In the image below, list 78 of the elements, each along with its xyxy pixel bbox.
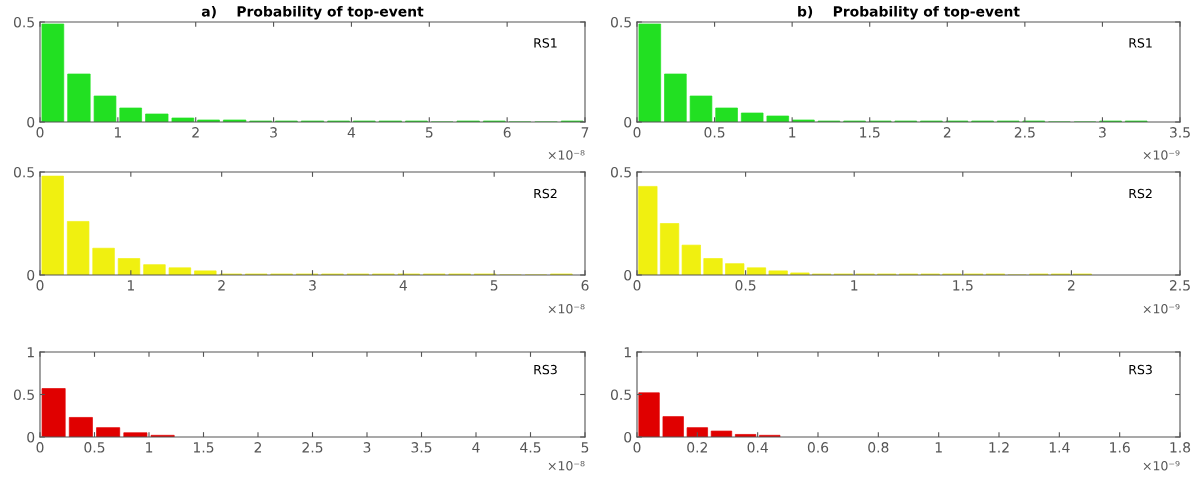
x-tick-label: 3 xyxy=(363,442,371,453)
x-tick-label: 0.4 xyxy=(747,442,768,453)
y-tick-label: 0 xyxy=(27,431,35,443)
x-tick-label: 1.5 xyxy=(860,127,880,138)
x-tick-label: 4.5 xyxy=(520,442,541,453)
x-tick-label: 2 xyxy=(1068,280,1075,291)
y-tick-label: 0.5 xyxy=(13,389,34,400)
x-tick-label: 0 xyxy=(36,442,44,453)
x-tick-label: 3 xyxy=(1099,127,1106,138)
annotation: RS3 xyxy=(534,364,557,375)
chart-title: b) Probability of top-event xyxy=(798,5,1020,20)
x-tick-label: 1.8 xyxy=(1170,442,1191,453)
annotation: RS2 xyxy=(1129,188,1152,199)
x-tick-label: 0.5 xyxy=(84,442,105,453)
text: ×10⁻⁸ xyxy=(548,304,585,314)
x-tick-label: 4 xyxy=(347,127,356,138)
x-tick-label: 5 xyxy=(425,127,433,138)
y-tick-label: 0.5 xyxy=(13,166,34,178)
y-tick-label: 0 xyxy=(624,116,632,128)
y-tick-label: 0 xyxy=(624,269,632,281)
x-tick-label: 0 xyxy=(633,280,641,291)
x-tick-label: 3.5 xyxy=(1170,127,1190,138)
text: ×10⁻⁹ xyxy=(1143,304,1180,314)
x-tick-label: 1 xyxy=(114,127,121,138)
chart-title: a) Probability of top-event xyxy=(201,5,424,20)
x-tick-label: 0.5 xyxy=(704,127,725,138)
x-tick-label: 0.2 xyxy=(687,442,707,453)
y-tick-label: 0.5 xyxy=(610,166,631,178)
x-tick-label: 0.5 xyxy=(735,280,756,291)
annotation: RS1 xyxy=(534,38,557,48)
annotation: RS2 xyxy=(534,188,557,199)
y-tick-label: 1 xyxy=(27,347,34,358)
x-tick-label: 1.5 xyxy=(193,442,214,453)
x-tick-label: 0.6 xyxy=(807,442,829,453)
x-tick-label: 1.2 xyxy=(989,442,1009,453)
x-tick-label: 0 xyxy=(36,127,44,138)
x-tick-label: 3 xyxy=(270,127,277,138)
annotation: RS3 xyxy=(1129,364,1152,375)
x-tick-label: 1.5 xyxy=(953,280,973,291)
x-tick-label: 6 xyxy=(503,127,511,138)
y-tick-label: 0 xyxy=(27,116,35,128)
text: ×10⁻⁸ xyxy=(548,461,585,471)
x-tick-label: 2 xyxy=(218,280,225,291)
y-tick-label: 0.5 xyxy=(610,16,631,28)
x-tick-label: 2.5 xyxy=(1014,127,1035,138)
x-tick-label: 1 xyxy=(935,442,942,453)
text: ×10⁻⁹ xyxy=(1143,150,1180,160)
x-tick-label: 5 xyxy=(581,442,589,453)
y-tick-label: 0.5 xyxy=(610,389,631,400)
x-tick-label: 1 xyxy=(851,280,858,291)
x-tick-label: 2 xyxy=(192,127,199,138)
x-tick-label: 2 xyxy=(943,127,951,138)
text: ×10⁻⁸ xyxy=(548,150,585,160)
x-tick-label: 5 xyxy=(490,280,498,291)
x-tick-label: 2.5 xyxy=(302,442,323,453)
x-tick-label: 6 xyxy=(581,280,589,291)
y-tick-label: 0.5 xyxy=(13,16,34,28)
y-tick-label: 0 xyxy=(624,431,632,443)
y-tick-label: 0 xyxy=(27,269,35,281)
x-tick-label: 0.8 xyxy=(868,442,889,453)
x-tick-label: 2.5 xyxy=(1169,280,1190,291)
x-tick-label: 0 xyxy=(36,280,44,291)
x-tick-label: 1.6 xyxy=(1110,442,1130,453)
x-tick-label: 4 xyxy=(399,280,407,291)
y-tick-label: 1 xyxy=(624,347,631,358)
x-tick-label: 3 xyxy=(309,280,316,291)
annotation: RS1 xyxy=(1129,38,1152,48)
x-tick-label: 0 xyxy=(633,127,641,138)
x-tick-label: 4 xyxy=(472,442,480,453)
x-tick-label: 1 xyxy=(146,442,153,453)
x-tick-label: 3.5 xyxy=(411,442,432,453)
x-tick-label: 7 xyxy=(581,127,589,138)
text: ×10⁻⁹ xyxy=(1143,461,1180,471)
x-tick-label: 1 xyxy=(789,127,796,138)
x-tick-label: 1 xyxy=(127,280,134,291)
x-tick-label: 0 xyxy=(633,442,641,453)
x-tick-label: 1.4 xyxy=(1049,442,1070,453)
x-tick-label: 2 xyxy=(254,442,262,453)
